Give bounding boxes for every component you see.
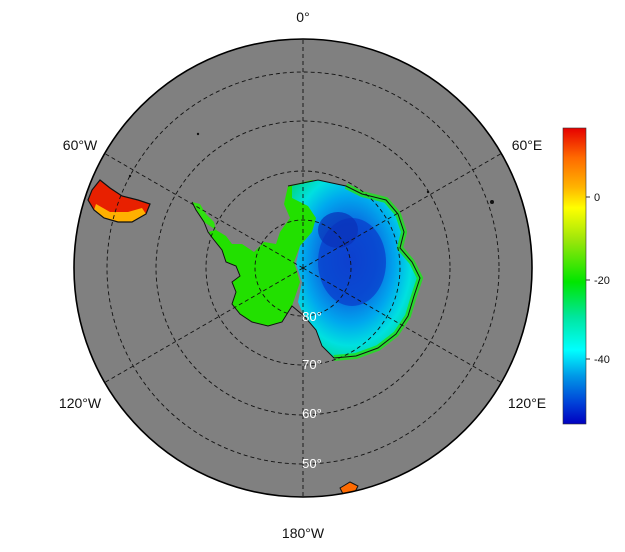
meridian-line — [302, 267, 502, 383]
antarctica-coastline — [191, 179, 421, 359]
meridian-line — [302, 153, 502, 269]
south-america-coast — [87, 179, 151, 223]
lat-label-60: 60° — [302, 406, 322, 421]
colorbar-gradient — [562, 127, 587, 425]
island — [196, 132, 200, 136]
meridian-line — [104, 267, 304, 383]
lon-label-180w: 180°W — [282, 525, 325, 541]
latitude-circle — [205, 170, 401, 366]
antarctic-peninsula — [192, 202, 216, 230]
latitude-circle — [155, 120, 451, 416]
lat-label-80: 80° — [302, 309, 322, 324]
lat-label-70: 70° — [302, 357, 322, 372]
colorbar-tick-label: -40 — [594, 354, 610, 366]
lon-label-60w: 60°W — [63, 137, 98, 153]
south-america-tip-gradient — [94, 204, 146, 222]
lon-label-60e: 60°E — [512, 137, 543, 153]
lon-label-0: 0° — [296, 9, 309, 25]
island — [490, 200, 494, 204]
colorbar: 0 -20 -40 — [562, 127, 610, 425]
lon-label-120w: 120°W — [59, 395, 102, 411]
lon-label-120e: 120°E — [508, 395, 546, 411]
graticule — [104, 39, 502, 497]
lat-label-50: 50° — [302, 456, 322, 471]
ice-core-2 — [318, 212, 358, 248]
latitude-circle — [106, 71, 500, 465]
latitude-circle — [254, 219, 352, 317]
colorbar-tick-label: -20 — [594, 275, 610, 287]
meridian-line — [104, 153, 304, 269]
west-antarctica-land — [208, 180, 338, 326]
map-border — [73, 38, 533, 498]
colorbar-tick-label: 0 — [594, 192, 600, 204]
